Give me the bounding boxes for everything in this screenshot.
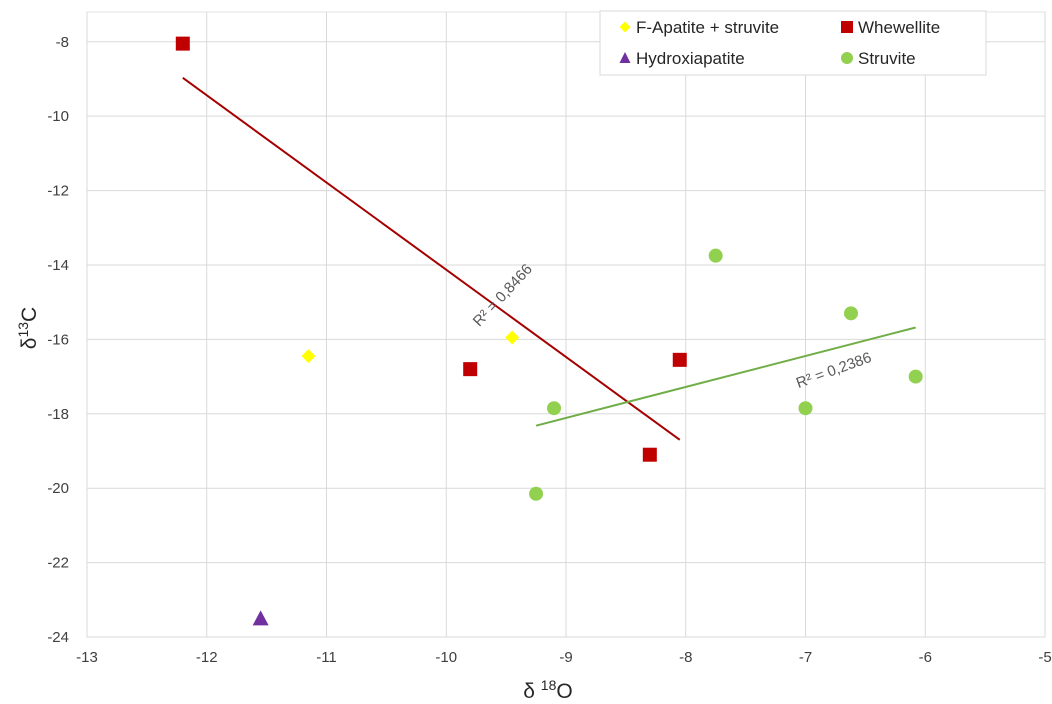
x-tick-label: -5	[1038, 649, 1051, 666]
legend-item-whewellite: Whewellite	[841, 18, 940, 37]
legend-triangle-icon	[619, 52, 631, 63]
x-tick-label: -13	[76, 649, 98, 666]
legend: F-Apatite + struvite Whewellite Hydroxia…	[599, 10, 987, 76]
legend-label-hydroxiapatite: Hydroxiapatite	[636, 49, 745, 68]
legend-square-icon	[841, 21, 853, 33]
y-tick-label: -10	[47, 108, 69, 125]
point-struvite	[908, 369, 923, 384]
legend-label-whewellite: Whewellite	[858, 18, 940, 37]
x-axis-title-tail: O	[556, 680, 572, 703]
y-tick-label: -22	[47, 555, 69, 572]
x-tick-label: -6	[919, 649, 932, 666]
y-axis-title: δ13C	[15, 307, 41, 349]
x-tick-label: -11	[316, 649, 337, 666]
legend-item-hydroxiapatite: Hydroxiapatite	[619, 49, 745, 68]
legend-box	[599, 10, 987, 76]
trendline-struvite	[535, 326, 916, 427]
point-whewellite	[175, 36, 190, 51]
point-whewellite	[672, 352, 687, 367]
x-tick-labels: -13 -12 -11 -10 -9 -8 -7 -6 -5	[76, 649, 1052, 666]
x-tick-label: -8	[679, 649, 692, 666]
legend-diamond-icon	[619, 21, 631, 33]
y-tick-label: -18	[47, 406, 69, 423]
r-squared-label-whewellite: R² = 0,8466	[470, 261, 536, 330]
point-whewellite	[463, 362, 478, 377]
legend-item-struvite: Struvite	[841, 49, 916, 68]
point-f-apatite-struvite	[301, 349, 316, 364]
y-axis-title-tail: C	[18, 307, 41, 322]
y-axis-title-base: δ	[18, 338, 41, 350]
x-tick-label: -10	[435, 649, 457, 666]
x-tick-label: -12	[196, 649, 218, 666]
trendline-whewellite	[182, 77, 681, 441]
data-points	[175, 36, 923, 626]
x-tick-label: -7	[799, 649, 812, 666]
legend-label-f-apatite-struvite: F-Apatite + struvite	[636, 18, 779, 37]
y-tick-label: -12	[47, 183, 69, 200]
point-struvite	[529, 486, 544, 501]
legend-label-struvite: Struvite	[858, 49, 916, 68]
gridlines	[86, 11, 1046, 638]
point-struvite	[798, 401, 813, 416]
y-axis-title-sup: 13	[15, 322, 31, 338]
point-hydroxiapatite	[252, 610, 269, 626]
y-tick-label: -8	[56, 34, 69, 51]
y-tick-label: -20	[47, 480, 69, 497]
legend-item-f-apatite-struvite: F-Apatite + struvite	[619, 18, 779, 37]
x-axis-title-sup: 18	[541, 677, 557, 693]
point-struvite	[708, 248, 723, 263]
x-tick-label: -9	[559, 649, 572, 666]
x-axis-title: δ 18O	[523, 677, 572, 703]
y-tick-label: -16	[47, 331, 69, 348]
y-tick-label: -14	[47, 257, 69, 274]
point-struvite	[844, 306, 859, 321]
legend-circle-icon	[841, 52, 853, 64]
point-whewellite	[642, 447, 657, 462]
point-struvite	[547, 401, 562, 416]
point-f-apatite-struvite	[505, 330, 520, 345]
y-tick-label: -24	[47, 629, 69, 646]
x-axis-title-base: δ	[523, 680, 541, 703]
y-tick-labels: -24 -22 -20 -18 -16 -14 -12 -10 -8	[47, 34, 69, 646]
